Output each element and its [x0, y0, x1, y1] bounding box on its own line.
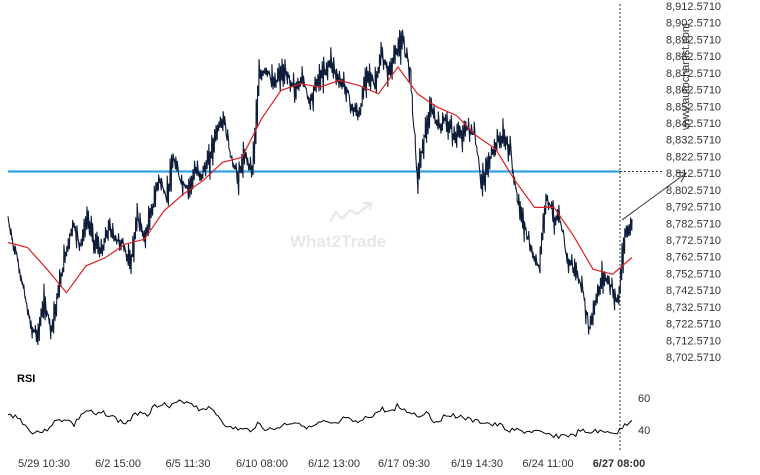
time-tick-label: 6/2 15:00 — [95, 458, 141, 470]
projection-arrow-head — [675, 171, 687, 183]
price-tick-label: 8,902.5710 — [666, 18, 721, 30]
price-tick-label: 8,792.5710 — [666, 202, 721, 214]
price-tick-label: 8,742.5710 — [666, 285, 721, 297]
price-tick-label: 8,892.5710 — [666, 34, 721, 46]
rsi-tick-label: 40 — [638, 425, 650, 437]
price-tick-label: 8,822.5710 — [666, 151, 721, 163]
time-tick-label: 6/12 13:00 — [308, 458, 360, 470]
time-tick-label: 6/10 08:00 — [236, 458, 288, 470]
time-tick-label: 6/19 14:30 — [451, 458, 503, 470]
price-tick-label: 8,872.5710 — [666, 68, 721, 80]
price-plot — [7, 4, 687, 452]
price-tick-label: 8,832.5710 — [666, 135, 721, 147]
price-tick-label: 8,802.5710 — [666, 185, 721, 197]
rsi-line — [7, 399, 633, 440]
price-tick-label: 8,702.5710 — [666, 352, 721, 364]
price-tick-label: 8,882.5710 — [666, 51, 721, 63]
side-brand-label: www.autochartist.com — [680, 23, 692, 131]
price-tick-label: 8,912.5710 — [666, 1, 721, 13]
price-tick-label: 8,852.5710 — [666, 101, 721, 113]
time-tick-label: 6/5 11:30 — [165, 458, 210, 470]
price-axis: 8,912.5710 8,902.5710 8,892.5710 8,882.5710… — [666, 1, 721, 364]
rsi-axis: 60 40 — [638, 393, 650, 437]
price-tick-label: 8,862.5710 — [666, 85, 721, 97]
time-tick-label: 5/29 10:30 — [18, 458, 70, 470]
price-tick-label: 8,842.5710 — [666, 118, 721, 130]
moving-average-line — [7, 65, 633, 294]
price-tick-label: 8,782.5710 — [666, 218, 721, 230]
time-tick-label: 6/24 11:00 — [522, 458, 573, 470]
trend-arrow-icon — [329, 201, 373, 223]
watermark-text: What2Trade — [290, 232, 386, 251]
price-tick-label: 8,772.5710 — [666, 235, 721, 247]
price-line — [7, 29, 633, 346]
time-tick-label: 6/27 08:00 — [593, 458, 646, 470]
rsi-title: RSI — [17, 373, 35, 385]
rsi-plot — [7, 399, 633, 440]
price-tick-label: 8,762.5710 — [666, 252, 721, 264]
time-tick-label: 6/17 09:30 — [378, 458, 430, 470]
price-tick-label: 8,752.5710 — [666, 268, 721, 280]
projection-arrow — [621, 172, 687, 221]
time-axis: 5/29 10:30 6/2 15:00 6/5 11:30 6/10 08:00 6/… — [18, 458, 645, 470]
price-tick-label: 8,812.5710 — [666, 168, 721, 180]
price-tick-label: 8,722.5710 — [666, 319, 721, 331]
watermark-logo: What2Trade — [290, 201, 386, 251]
rsi-tick-label: 60 — [638, 393, 650, 405]
price-tick-label: 8,712.5710 — [666, 335, 721, 347]
price-tick-label: 8,732.5710 — [666, 302, 721, 314]
